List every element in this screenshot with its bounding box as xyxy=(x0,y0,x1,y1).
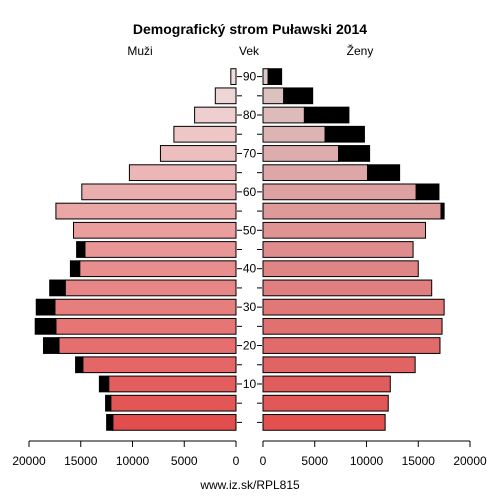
male-excess-bar-45-49 xyxy=(76,241,86,258)
male-bar-90+ xyxy=(230,68,237,85)
male-bar-65-69 xyxy=(128,164,237,182)
male-excess-bar-20-24 xyxy=(42,337,60,354)
age-tick-label: 30 xyxy=(243,300,257,314)
female-excess-bar-65-69 xyxy=(367,164,401,182)
female-excess-bar-70-74 xyxy=(338,145,371,162)
female-bar-85-89 xyxy=(262,87,285,105)
female-x-tick-label: 20000 xyxy=(453,454,487,468)
male-bar-25-29 xyxy=(55,317,237,335)
male-bar-80-84 xyxy=(194,106,237,124)
age-axis-label: Vek xyxy=(239,44,260,58)
age-tick-label: 90 xyxy=(243,70,257,84)
male-excess-bar-15-19 xyxy=(75,356,84,374)
female-excess-bar-75-79 xyxy=(324,125,365,143)
male-excess-bar-25-29 xyxy=(34,317,57,335)
age-tick-label: 10 xyxy=(243,377,257,391)
female-bar-65-69 xyxy=(262,164,369,182)
male-bar-10-14 xyxy=(108,375,237,393)
male-x-tick-label: 5000 xyxy=(171,454,198,468)
female-bar-40-44 xyxy=(262,260,419,278)
female-x-tick-label: 15000 xyxy=(402,454,436,468)
female-bar-60-64 xyxy=(262,183,417,201)
age-axis: 10 20 30 40 50 60 70 80 90 xyxy=(237,70,262,423)
male-bar-30-34 xyxy=(54,298,237,316)
female-excess-bar-80-84 xyxy=(303,106,350,124)
female-bar-15-19 xyxy=(262,356,416,374)
age-tick-label: 60 xyxy=(243,185,257,199)
female-bar-55-59 xyxy=(262,202,442,220)
male-excess-bar-35-39 xyxy=(49,279,66,297)
male-bar-75-79 xyxy=(173,125,237,143)
male-bar-15-19 xyxy=(82,356,237,374)
footer-source: www.iz.sk/RPL815 xyxy=(199,478,300,492)
female-bar-90+ xyxy=(262,68,269,85)
female-bar-25-29 xyxy=(262,317,443,335)
female-excess-bar-55-59 xyxy=(440,202,445,220)
female-bar-5-9 xyxy=(262,394,389,412)
female-bar-30-34 xyxy=(262,298,445,316)
female-bar-35-39 xyxy=(262,279,433,297)
female-bar-70-74 xyxy=(262,145,340,162)
female-bar-20-24 xyxy=(262,337,441,354)
male-excess-bar-5-9 xyxy=(105,394,112,412)
female-bar-45-49 xyxy=(262,241,414,258)
female-bar-75-79 xyxy=(262,125,326,143)
male-excess-bar-10-14 xyxy=(98,375,110,393)
age-tick-label: 40 xyxy=(243,262,257,276)
female-bar-80-84 xyxy=(262,106,305,124)
male-x-tick-label: 0 xyxy=(233,454,240,468)
male-side-label: Muži xyxy=(127,44,152,58)
male-bar-50-54 xyxy=(73,221,237,239)
female-bars xyxy=(262,68,445,431)
female-excess-bar-90+ xyxy=(267,68,283,85)
female-excess-bar-60-64 xyxy=(415,183,440,201)
male-excess-bar-0-4 xyxy=(106,414,114,431)
female-side-label: Ženy xyxy=(347,43,374,58)
female-bar-0-4 xyxy=(262,414,386,431)
male-bar-55-59 xyxy=(55,202,237,220)
male-excess-bar-40-44 xyxy=(69,260,81,278)
female-x-tick-label: 5000 xyxy=(301,454,328,468)
female-x-tick-label: 10000 xyxy=(350,454,384,468)
male-excess-bar-30-34 xyxy=(35,298,56,316)
male-bar-20-24 xyxy=(58,337,237,354)
female-bar-10-14 xyxy=(262,375,391,393)
male-bar-85-89 xyxy=(214,87,237,105)
male-x-tick-label: 15000 xyxy=(64,454,98,468)
age-tick-label: 50 xyxy=(243,223,257,237)
male-x-axis: 20000 15000 10000 5000 0 xyxy=(12,440,240,468)
male-bar-35-39 xyxy=(64,279,237,297)
male-bar-45-49 xyxy=(84,241,237,258)
male-bars xyxy=(34,68,237,431)
female-x-axis: 20000 15000 10000 5000 0 xyxy=(260,440,487,468)
male-x-tick-label: 20000 xyxy=(12,454,46,468)
male-bar-70-74 xyxy=(159,145,237,162)
male-x-tick-label: 10000 xyxy=(116,454,150,468)
age-tick-label: 70 xyxy=(243,146,257,160)
male-bar-0-4 xyxy=(112,414,237,431)
female-excess-bar-85-89 xyxy=(283,87,314,105)
male-bar-60-64 xyxy=(81,183,237,201)
male-bar-40-44 xyxy=(79,260,237,278)
female-x-tick-label: 0 xyxy=(260,454,267,468)
chart-title: Demografický strom Puławski 2014 xyxy=(133,21,367,37)
male-bar-5-9 xyxy=(110,394,237,412)
age-tick-label: 20 xyxy=(243,339,257,353)
female-bar-50-54 xyxy=(262,221,426,239)
age-tick-label: 80 xyxy=(243,108,257,122)
